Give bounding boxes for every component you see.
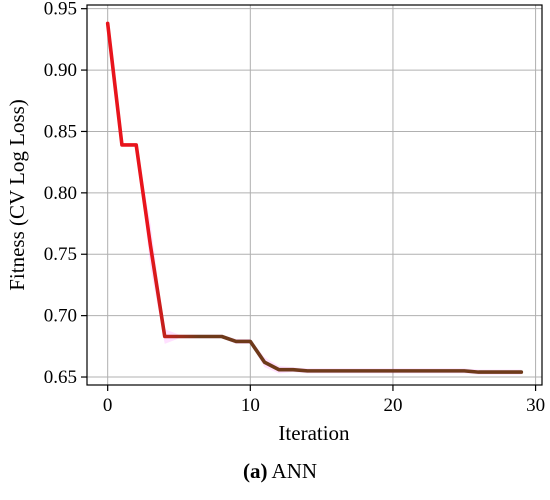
y-tick-label: 0.80 [44, 183, 77, 204]
y-tick-label: 0.65 [44, 367, 77, 388]
caption-text: ANN [267, 459, 317, 483]
spread-band [107, 23, 522, 375]
fitness-series-line [105, 21, 524, 374]
x-tick-label: 0 [103, 395, 113, 416]
axis-ticks: 0 10 20 30 0.65 0.70 0.75 0.80 0.85 0.90 0.95 [44, 0, 545, 416]
spread-band-area [107, 23, 522, 375]
x-axis-label: Iteration [278, 421, 350, 445]
y-tick-label: 0.75 [44, 244, 77, 265]
grid [87, 5, 542, 385]
x-tick-label: 20 [383, 395, 402, 416]
y-tick-label: 0.70 [44, 306, 77, 327]
fitness-line [105, 21, 524, 374]
plot-frame [86, 4, 543, 386]
x-tick-label: 30 [526, 395, 545, 416]
figure-caption: (a) ANN [243, 459, 317, 483]
y-axis-label: Fitness (CV Log Loss) [5, 99, 29, 291]
x-tick-label: 10 [241, 395, 260, 416]
caption-label: (a) [243, 459, 268, 483]
y-tick-label: 0.90 [44, 60, 77, 81]
y-tick-label: 0.95 [44, 0, 77, 20]
y-tick-label: 0.85 [44, 121, 77, 142]
